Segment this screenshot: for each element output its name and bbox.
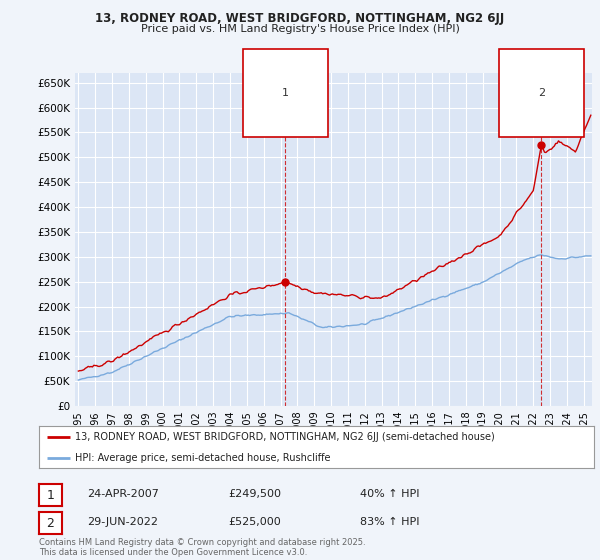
Text: 24-APR-2007: 24-APR-2007: [87, 489, 159, 499]
Text: 2: 2: [538, 88, 545, 98]
Text: Contains HM Land Registry data © Crown copyright and database right 2025.
This d: Contains HM Land Registry data © Crown c…: [39, 538, 365, 557]
Text: Price paid vs. HM Land Registry's House Price Index (HPI): Price paid vs. HM Land Registry's House …: [140, 24, 460, 34]
Text: 1: 1: [282, 88, 289, 98]
Text: 40% ↑ HPI: 40% ↑ HPI: [360, 489, 419, 499]
Text: 13, RODNEY ROAD, WEST BRIDGFORD, NOTTINGHAM, NG2 6JJ (semi-detached house): 13, RODNEY ROAD, WEST BRIDGFORD, NOTTING…: [75, 432, 495, 442]
Text: HPI: Average price, semi-detached house, Rushcliffe: HPI: Average price, semi-detached house,…: [75, 454, 331, 463]
Text: 1: 1: [46, 488, 55, 502]
Text: 2: 2: [46, 516, 55, 530]
Text: 29-JUN-2022: 29-JUN-2022: [87, 517, 158, 527]
Text: 83% ↑ HPI: 83% ↑ HPI: [360, 517, 419, 527]
Text: £249,500: £249,500: [228, 489, 281, 499]
Text: 13, RODNEY ROAD, WEST BRIDGFORD, NOTTINGHAM, NG2 6JJ: 13, RODNEY ROAD, WEST BRIDGFORD, NOTTING…: [95, 12, 505, 25]
Text: £525,000: £525,000: [228, 517, 281, 527]
